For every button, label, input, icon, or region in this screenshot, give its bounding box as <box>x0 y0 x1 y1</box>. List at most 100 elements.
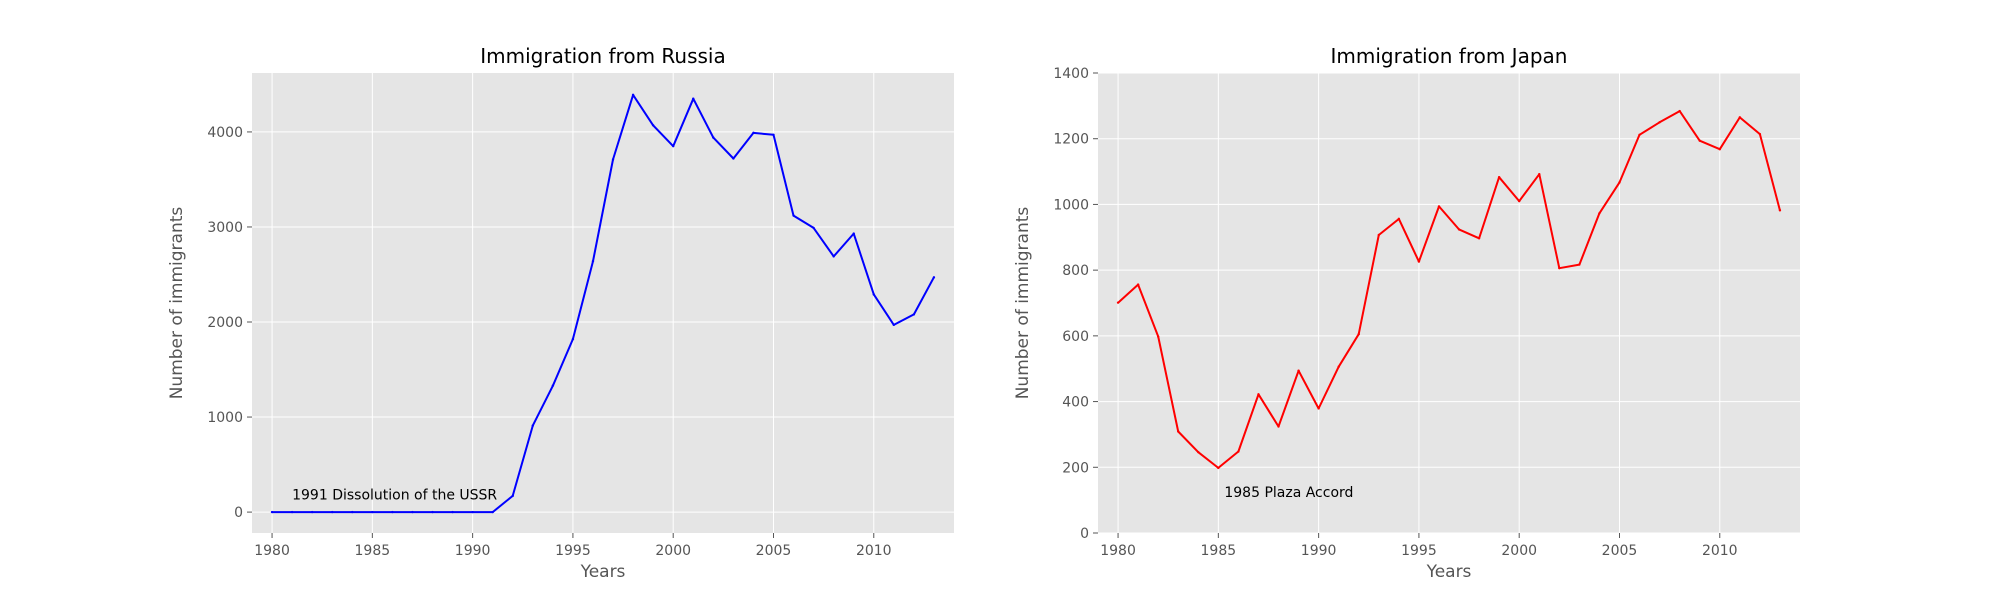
x-axis-label: Years <box>1426 562 1472 582</box>
y-tick-label: 4000 <box>207 125 243 141</box>
data-point <box>571 337 575 341</box>
y-tick-label: 2000 <box>207 315 243 331</box>
y-tick-label: 1400 <box>1053 66 1089 82</box>
x-tick-label: 2005 <box>756 543 792 559</box>
data-point <box>290 510 294 514</box>
data-point <box>551 384 555 387</box>
x-tick-label: 1990 <box>1301 543 1337 559</box>
data-point <box>331 510 334 514</box>
x-tick-label: 1985 <box>1201 543 1237 559</box>
data-point <box>672 144 675 148</box>
y-tick-label: 0 <box>1080 526 1089 542</box>
data-point <box>1237 450 1240 453</box>
data-point <box>1417 260 1421 263</box>
data-point <box>1638 133 1641 136</box>
data-point <box>872 293 875 296</box>
data-point <box>511 494 514 498</box>
y-axis-label: Number of immigrants <box>1013 207 1033 400</box>
data-point <box>651 124 655 127</box>
y-tick-label: 0 <box>234 505 243 521</box>
data-point <box>371 510 374 514</box>
data-point <box>351 510 354 514</box>
data-point <box>310 510 314 514</box>
data-point <box>732 157 735 160</box>
data-point <box>1538 173 1541 176</box>
y-tick-label: 1200 <box>1053 132 1089 148</box>
data-point <box>1518 199 1521 203</box>
data-point <box>611 158 615 161</box>
data-point <box>752 131 755 135</box>
data-point <box>471 510 474 514</box>
data-point <box>1177 430 1180 433</box>
data-point <box>1477 237 1481 240</box>
data-point <box>912 313 916 316</box>
y-tick-label: 800 <box>1062 263 1089 279</box>
x-tick-label: 2005 <box>1602 543 1638 559</box>
data-point <box>1317 407 1320 410</box>
data-point <box>1698 139 1701 142</box>
series-line-japan <box>1117 110 1781 469</box>
x-tick-label: 1995 <box>1401 543 1437 559</box>
chart-title: Immigration from Japan <box>1331 44 1568 68</box>
data-point <box>1257 393 1260 396</box>
data-point <box>832 255 835 258</box>
data-point <box>1357 333 1360 336</box>
x-tick-label: 2000 <box>1501 543 1537 559</box>
data-point <box>531 424 534 427</box>
data-point <box>812 226 815 230</box>
annotation-plaza-accord: 1985 Plaza Accord <box>1224 485 1353 501</box>
x-tick-label: 1980 <box>1100 543 1136 559</box>
data-point <box>431 510 434 514</box>
x-tick-label: 2010 <box>856 543 892 559</box>
data-point <box>1437 205 1441 208</box>
x-tick-label: 1985 <box>355 543 391 559</box>
data-point <box>1618 181 1621 184</box>
data-point <box>1578 263 1581 266</box>
data-point <box>1778 209 1782 212</box>
y-axis-label: Number of immigrants <box>167 207 187 400</box>
data-point <box>591 259 595 263</box>
data-point <box>1397 217 1401 221</box>
data-point <box>1457 228 1461 231</box>
plot-background <box>1098 73 1800 533</box>
data-point <box>270 510 274 514</box>
data-point <box>1197 450 1200 454</box>
y-tick-label: 200 <box>1062 460 1089 476</box>
data-point <box>932 276 936 279</box>
data-point <box>892 323 896 327</box>
data-point <box>411 510 414 514</box>
data-point <box>1116 301 1120 304</box>
x-tick-label: 1980 <box>254 543 290 559</box>
data-point <box>792 214 795 217</box>
data-point <box>1136 283 1140 286</box>
data-point <box>1156 335 1160 338</box>
data-point <box>1678 109 1681 113</box>
data-point <box>852 232 855 235</box>
y-tick-label: 3000 <box>207 220 243 236</box>
data-point <box>1738 116 1742 119</box>
data-point <box>1718 148 1721 151</box>
chart-russia: 1980 1985 1990 1995 2000 2005 2010 0 1000 2000 300… <box>167 44 954 582</box>
x-tick-label: 2010 <box>1702 543 1738 559</box>
data-point <box>1217 466 1220 470</box>
data-point <box>692 97 695 100</box>
data-point <box>451 510 454 514</box>
x-tick-label: 1990 <box>455 543 491 559</box>
data-point <box>1497 175 1501 179</box>
y-tick-label: 1000 <box>207 410 243 426</box>
data-point <box>772 133 775 136</box>
data-point <box>1598 212 1601 215</box>
data-point <box>1297 369 1300 372</box>
plot-background <box>252 73 954 533</box>
x-axis-label: Years <box>580 562 626 582</box>
data-point <box>1558 266 1561 270</box>
y-tick-label: 1000 <box>1053 197 1089 213</box>
x-tick-label: 1995 <box>555 543 591 559</box>
data-point <box>1277 425 1280 428</box>
data-point <box>491 510 494 514</box>
data-point <box>631 93 635 97</box>
y-tick-label: 600 <box>1062 329 1089 345</box>
chart-title: Immigration from Russia <box>480 44 726 68</box>
data-point <box>1337 365 1340 368</box>
